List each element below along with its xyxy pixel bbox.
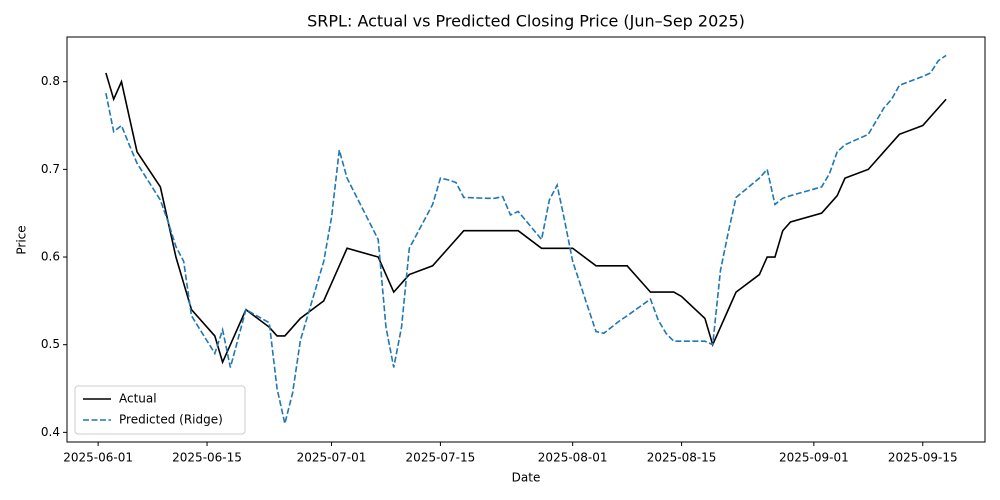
y-tick-label: 0.5 <box>41 337 60 351</box>
y-tick-label: 0.6 <box>41 250 60 264</box>
x-axis-label: Date <box>512 471 541 485</box>
y-tick-label: 0.7 <box>41 162 60 176</box>
x-tick-label: 2025-08-15 <box>647 451 717 465</box>
y-tick-label: 0.4 <box>41 425 60 439</box>
x-tick-label: 2025-06-01 <box>63 451 133 465</box>
plot-frame <box>66 36 986 443</box>
x-tick-label: 2025-09-15 <box>888 451 958 465</box>
y-tick-label: 0.8 <box>41 74 60 88</box>
legend-box <box>74 385 246 435</box>
series-line <box>105 54 947 424</box>
chart-title: SRPL: Actual vs Predicted Closing Price … <box>307 12 745 31</box>
x-tick-label: 2025-08-01 <box>538 451 608 465</box>
legend: Actual Predicted (Ridge) <box>74 385 246 435</box>
x-tick-label: 2025-07-01 <box>297 451 367 465</box>
y-axis-label: Price <box>15 225 29 254</box>
x-tick-label: 2025-07-15 <box>406 451 476 465</box>
series-line <box>105 72 947 365</box>
legend-label: Actual <box>119 392 157 406</box>
legend-label: Predicted (Ridge) <box>119 413 223 427</box>
x-tick-label: 2025-06-15 <box>172 451 242 465</box>
x-tick-label: 2025-09-01 <box>779 451 849 465</box>
